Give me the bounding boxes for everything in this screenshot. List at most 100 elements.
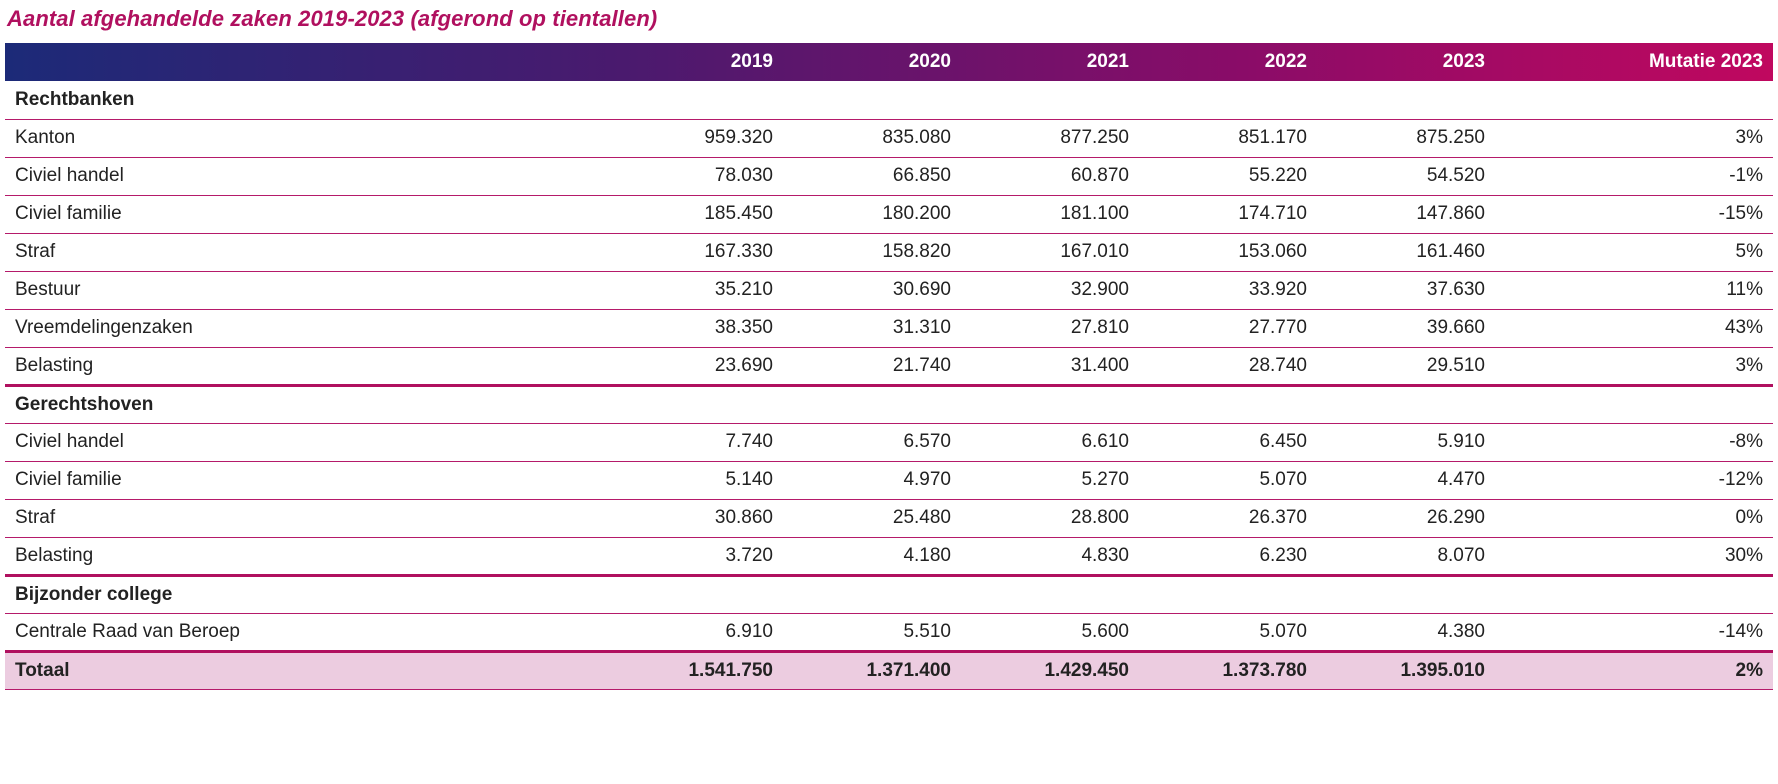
value-cell-2019: 23.690 [605,347,783,387]
value-cell-2021: 60.870 [961,157,1139,196]
value-cell-2019: 30.860 [605,499,783,538]
value-cell-2021: 6.610 [961,423,1139,462]
mutation-cell: -1% [1495,157,1773,196]
value-cell-2022: 5.070 [1139,461,1317,500]
value-cell-2023: 875.250 [1317,119,1495,158]
value-cell-2021: 877.250 [961,119,1139,158]
empty-cell [1139,575,1317,614]
header-year-2019: 2019 [730,51,773,72]
value-cell-2021: 27.810 [961,309,1139,348]
row-label: Centrale Raad van Beroep [5,613,605,653]
value-cell-2020: 4.180 [783,537,961,577]
mutation-cell: 30% [1495,537,1773,577]
value-cell-2021: 32.900 [961,271,1139,310]
value-cell-2022: 5.070 [1139,613,1317,653]
value-cell-2019: 3.720 [605,537,783,577]
empty-cell [783,385,961,424]
empty-cell [961,81,1139,120]
row-label: Belasting [5,537,605,577]
value-cell-2019: 959.320 [605,119,783,158]
value-cell-2023: 37.630 [1317,271,1495,310]
value-cell-2022: 6.450 [1139,423,1317,462]
table-row: Vreemdelingenzaken 38.350 31.310 27.810 27.7… [5,309,1773,348]
table-row: Bestuur 35.210 30.690 32.900 33.920 37.630 11% [5,271,1773,310]
value-cell-2022: 27.770 [1139,309,1317,348]
value-cell-2023: 39.660 [1317,309,1495,348]
section-row: Rechtbanken [5,81,1773,120]
empty-cell [783,575,961,614]
value-cell-2022: 1.373.780 [1139,651,1317,690]
mutation-cell: 3% [1495,119,1773,158]
table-row: Straf 167.330 158.820 167.010 153.060 161.460… [5,233,1773,272]
empty-cell [1317,575,1495,614]
cases-table: 2019 2020 2021 2022 2023 Mutatie 2023 Re… [5,43,1773,690]
value-cell-2023: 4.380 [1317,613,1495,653]
row-label: Civiel handel [5,423,605,462]
value-cell-2023: 4.470 [1317,461,1495,500]
header-year-2022: 2022 [1264,51,1307,72]
value-cell-2022: 26.370 [1139,499,1317,538]
value-cell-2020: 66.850 [783,157,961,196]
value-cell-2021: 31.400 [961,347,1139,387]
row-label: Vreemdelingenzaken [5,309,605,348]
value-cell-2023: 147.860 [1317,195,1495,234]
value-cell-2020: 1.371.400 [783,651,961,690]
mutation-cell: 43% [1495,309,1773,348]
row-label: Civiel familie [5,461,605,500]
table-row: Centrale Raad van Beroep 6.910 5.510 5.600 5… [5,613,1773,653]
value-cell-2019: 35.210 [605,271,783,310]
value-cell-2021: 5.600 [961,613,1139,653]
value-cell-2021: 167.010 [961,233,1139,272]
empty-cell [1317,81,1495,120]
row-label: Totaal [5,651,605,690]
value-cell-2022: 33.920 [1139,271,1317,310]
table-row: Civiel handel 7.740 6.570 6.610 6.450 5.910 -8… [5,423,1773,462]
table-row: Kanton 959.320 835.080 877.250 851.170 875.25… [5,119,1773,158]
empty-cell [1495,385,1773,424]
value-cell-2021: 5.270 [961,461,1139,500]
empty-cell [1139,385,1317,424]
value-cell-2021: 1.429.450 [961,651,1139,690]
mutation-cell: -8% [1495,423,1773,462]
value-cell-2023: 26.290 [1317,499,1495,538]
mutation-cell: 5% [1495,233,1773,272]
section-heading: Gerechtshoven [5,385,605,424]
value-cell-2022: 28.740 [1139,347,1317,387]
value-cell-2019: 38.350 [605,309,783,348]
value-cell-2020: 6.570 [783,423,961,462]
value-cell-2021: 181.100 [961,195,1139,234]
value-cell-2022: 153.060 [1139,233,1317,272]
value-cell-2019: 7.740 [605,423,783,462]
table-title: Aantal afgehandelde zaken 2019-2023 (afg… [7,6,658,31]
value-cell-2020: 31.310 [783,309,961,348]
value-cell-2020: 158.820 [783,233,961,272]
table-row: Belasting 23.690 21.740 31.400 28.740 29.510 3… [5,347,1773,387]
value-cell-2020: 4.970 [783,461,961,500]
value-cell-2023: 5.910 [1317,423,1495,462]
value-cell-2023: 54.520 [1317,157,1495,196]
value-cell-2019: 6.910 [605,613,783,653]
value-cell-2019: 5.140 [605,461,783,500]
empty-cell [605,385,783,424]
header-row: 2019 2020 2021 2022 2023 Mutatie 2023 [5,43,1773,81]
value-cell-2021: 4.830 [961,537,1139,577]
table-body: Rechtbanken Kanton 959.320 835.080 877.250 85… [5,81,1773,690]
value-cell-2023: 29.510 [1317,347,1495,387]
value-cell-2019: 167.330 [605,233,783,272]
row-label: Civiel handel [5,157,605,196]
value-cell-2020: 21.740 [783,347,961,387]
section-heading: Bijzonder college [5,575,605,614]
header-year-2020: 2020 [908,51,951,72]
section-heading: Rechtbanken [5,81,605,120]
value-cell-2020: 5.510 [783,613,961,653]
mutation-cell: 2% [1495,651,1773,690]
empty-cell [605,81,783,120]
value-cell-2019: 78.030 [605,157,783,196]
value-cell-2019: 1.541.750 [605,651,783,690]
header-year-2021: 2021 [1086,51,1129,72]
empty-cell [783,81,961,120]
value-cell-2020: 30.690 [783,271,961,310]
value-cell-2021: 28.800 [961,499,1139,538]
value-cell-2020: 835.080 [783,119,961,158]
